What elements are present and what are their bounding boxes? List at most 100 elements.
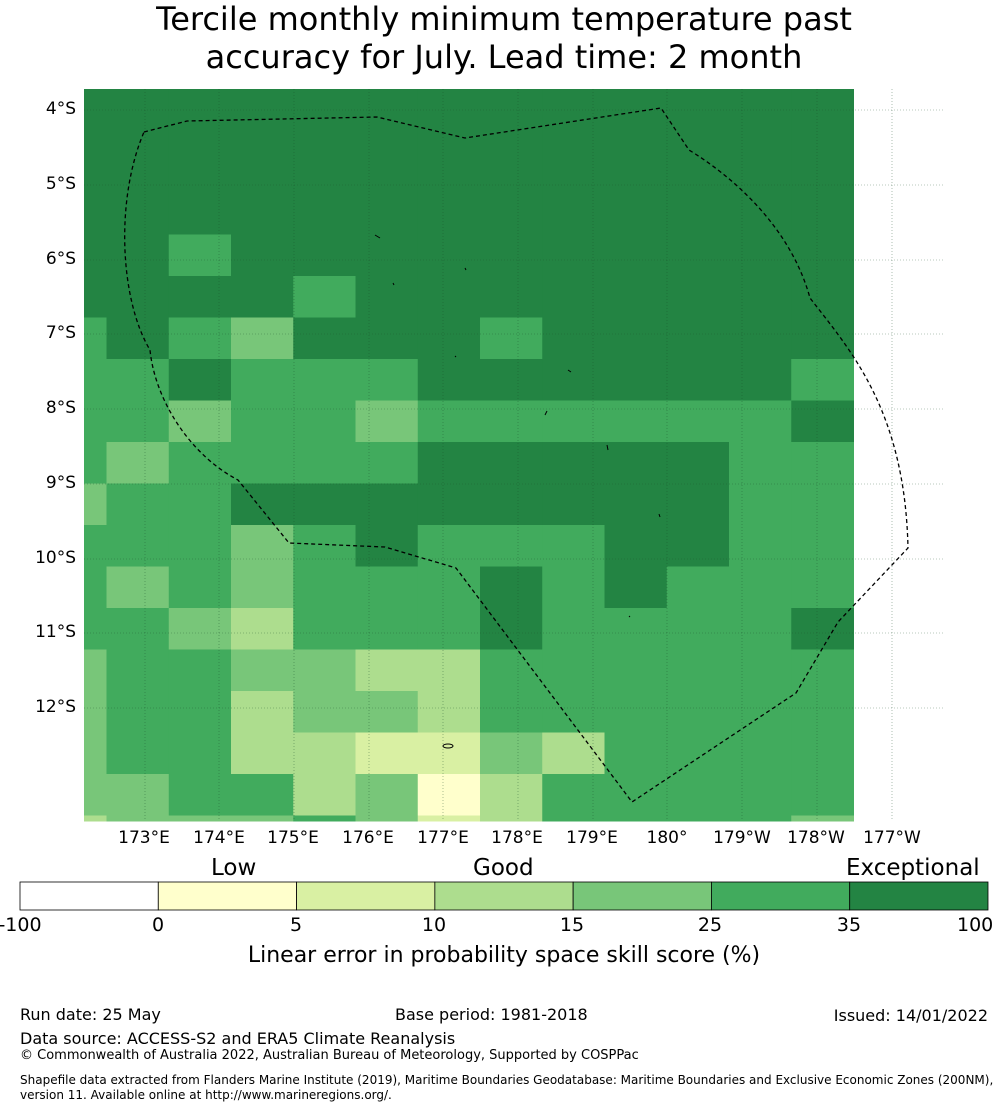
- grid-cell: [231, 400, 294, 443]
- grid-cell: [168, 110, 232, 152]
- grid-cell: [729, 193, 792, 235]
- grid-cell: [168, 566, 232, 609]
- grid-cell: [355, 566, 419, 609]
- colorbar-segment: [849, 881, 989, 911]
- grid-cell: [168, 359, 232, 401]
- grid-cell: [791, 774, 854, 816]
- colorbar-label: Linear error in probability space skill …: [247, 943, 761, 968]
- grid-cell: [355, 608, 419, 650]
- grid-cell: [666, 234, 730, 277]
- copyright: © Commonwealth of Australia 2022, Austra…: [20, 1048, 639, 1063]
- grid-cell: [106, 276, 170, 318]
- grid-cell: [729, 110, 792, 152]
- grid-cell: [168, 691, 232, 733]
- grid-cell: [604, 774, 668, 816]
- grid-cell: [666, 525, 730, 567]
- grid-cell: [355, 483, 419, 526]
- grid-cell: [293, 525, 356, 567]
- grid-cell: [293, 815, 356, 822]
- grid-cell: [293, 608, 356, 650]
- grid-cell: [293, 400, 356, 443]
- lon-label: 179°W: [713, 828, 771, 848]
- grid-cell: [480, 525, 543, 567]
- grid-cell: [666, 774, 730, 816]
- grid-cell: [729, 442, 792, 484]
- grid-cell: [168, 234, 232, 277]
- grid-cell: [480, 732, 543, 775]
- island: [392, 282, 395, 286]
- grid-cell: [231, 276, 294, 318]
- grid-cell: [231, 110, 294, 152]
- colorbar-tick: 35: [836, 914, 862, 936]
- grid-cell: [791, 317, 854, 360]
- legend-category-exceptional: Exceptional: [846, 855, 980, 881]
- legend-category-good: Good: [473, 855, 534, 881]
- island: [374, 234, 381, 239]
- grid-cell: [542, 193, 605, 235]
- data-source: Data source: ACCESS-S2 and ERA5 Climate …: [20, 1029, 456, 1048]
- grid-cell: [604, 359, 668, 401]
- grid-cell: [480, 815, 543, 822]
- grid-cell: [666, 691, 730, 733]
- grid-cell: [666, 359, 730, 401]
- grid-cell: [293, 317, 356, 360]
- grid-cell: [604, 151, 668, 194]
- grid-cell: [791, 525, 854, 567]
- grid-cell: [480, 774, 543, 816]
- colorbar-tick: -100: [0, 914, 42, 936]
- grid-cell: [417, 89, 481, 111]
- grid-cell: [604, 234, 668, 277]
- grid-cell: [355, 110, 419, 152]
- grid-cell: [231, 774, 294, 816]
- grid-cell: [293, 193, 356, 235]
- grid-cell: [231, 359, 294, 401]
- grid-cell: [542, 442, 605, 484]
- grid-cell: [293, 691, 356, 733]
- grid-cell: [293, 774, 356, 816]
- grid-cell: [231, 732, 294, 775]
- grid-cell: [84, 359, 107, 401]
- colorbar-segment: [434, 881, 574, 911]
- lon-label: 175°E: [267, 828, 319, 848]
- grid-cell: [355, 276, 419, 318]
- grid-cell: [106, 359, 170, 401]
- grid-cell: [666, 151, 730, 194]
- grid-cell: [542, 525, 605, 567]
- grid-cell: [604, 649, 668, 692]
- grid-cell: [542, 317, 605, 360]
- grid-cell: [666, 732, 730, 775]
- grid-cell: [666, 193, 730, 235]
- grid-cell: [417, 525, 481, 567]
- grid-cell: [729, 234, 792, 277]
- grid-cell: [231, 525, 294, 567]
- grid-cell: [791, 815, 854, 822]
- grid-cell: [417, 317, 481, 360]
- grid-cell: [355, 89, 419, 111]
- grid-cell: [666, 815, 730, 822]
- grid-cell: [84, 89, 107, 111]
- grid-cell: [355, 732, 419, 775]
- grid-cell: [231, 317, 294, 360]
- grid-cell: [231, 649, 294, 692]
- colorbar-segment: [157, 881, 297, 911]
- grid-cell: [542, 400, 605, 443]
- grid-cell: [791, 691, 854, 733]
- title-line-1: Tercile monthly minimum temperature past: [156, 0, 852, 38]
- grid-cell: [106, 815, 170, 822]
- grid-cell: [84, 193, 107, 235]
- grid-cell: [168, 732, 232, 775]
- grid-cell: [168, 89, 232, 111]
- grid-cell: [106, 400, 170, 443]
- grid-cell: [355, 400, 419, 443]
- grid-cell: [666, 566, 730, 609]
- grid-cell: [84, 732, 107, 775]
- grid-cell: [729, 732, 792, 775]
- grid-cell: [729, 649, 792, 692]
- grid-cell: [480, 608, 543, 650]
- grid-cell: [604, 193, 668, 235]
- grid-cell: [542, 483, 605, 526]
- colorbar-segment: [711, 881, 851, 911]
- grid-cell: [355, 359, 419, 401]
- grid-cell: [355, 442, 419, 484]
- grid-cell: [791, 234, 854, 277]
